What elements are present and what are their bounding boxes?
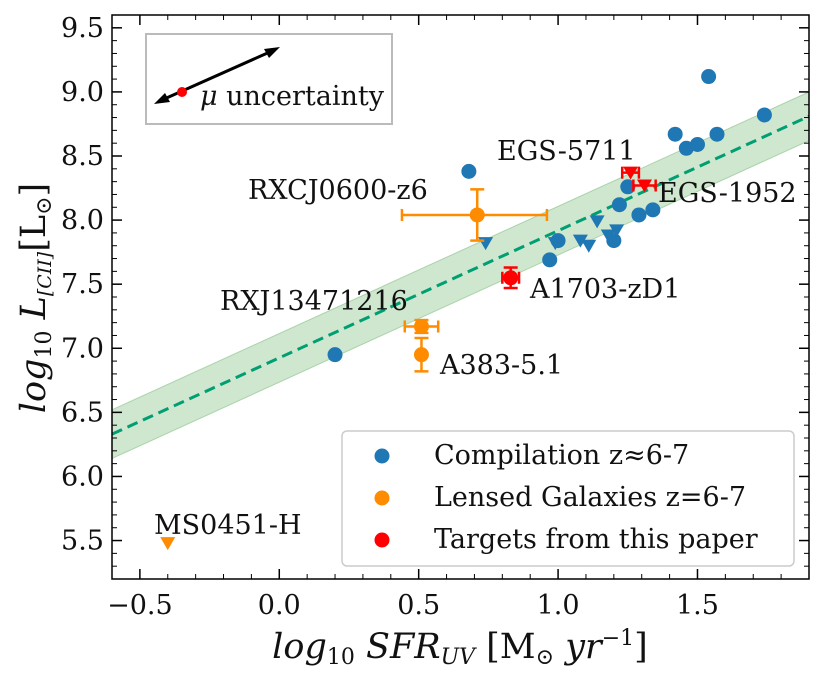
label-a1703-zd1: A1703-zD1: [529, 274, 680, 305]
upper-limit-point: [600, 229, 616, 243]
data-point: [667, 126, 683, 142]
inset-mu-symbol: μ: [200, 81, 218, 112]
x-tick-label: 1.0: [537, 590, 580, 621]
fit-line: [112, 114, 809, 436]
legend-label-targets: Targets from this paper: [434, 524, 758, 555]
y-tick-label: 9.5: [61, 13, 104, 44]
upper-limit-point: [572, 234, 588, 248]
data-point: [631, 207, 647, 223]
data-point: [413, 318, 429, 334]
data-point: [709, 126, 725, 142]
x-tick-label: 0.5: [397, 590, 440, 621]
data-point: [756, 107, 772, 123]
x-axis-title: log10 SFRUV [M⊙ yr−1]: [272, 626, 648, 670]
legend-label-compilation: Compilation z≈6-7: [434, 440, 689, 471]
x-tick-label: 1.5: [676, 590, 719, 621]
data-point: [542, 252, 558, 268]
data-point: [327, 347, 343, 363]
upper-limit-point: [589, 215, 605, 229]
x-tick-label: −0.5: [107, 590, 173, 621]
legend-marker-targets: [374, 532, 390, 548]
legend-box: [341, 430, 795, 567]
inset-label: μ uncertainty: [200, 81, 385, 112]
data-point: [611, 197, 627, 213]
inset-center-dot: [177, 87, 187, 97]
upper-limit-point: [637, 179, 653, 193]
y-tick-label: 8.5: [61, 141, 104, 172]
upper-limit-point: [581, 239, 597, 253]
y-tick-label: 9.0: [61, 77, 104, 108]
plot-frame: [111, 14, 810, 580]
y-tick-label: 6.0: [61, 461, 104, 492]
data-point: [503, 270, 519, 286]
upper-limit-point: [609, 224, 625, 238]
mu-uncertainty-inset: μ uncertainty: [145, 33, 393, 125]
upper-limit-point: [160, 537, 176, 551]
label-rxcj0600-z6: RXCJ0600-z6: [248, 175, 428, 206]
arrow-head-up-icon: [264, 47, 280, 58]
data-point: [413, 347, 429, 363]
y-axis-title: log10 L[CII][L⊙]: [14, 183, 57, 413]
arrow-head-down-icon: [154, 93, 170, 104]
y-tick-label: 7.0: [61, 333, 104, 364]
legend-marker-compilation: [374, 448, 390, 464]
y-tick-label: 6.5: [61, 397, 104, 428]
y-tick-label: 8.0: [61, 205, 104, 236]
legend-marker-lensed: [374, 490, 390, 506]
label-egs-5711: EGS-5711: [497, 136, 636, 167]
y-tick-label: 7.5: [61, 269, 104, 300]
data-point: [645, 202, 661, 218]
data-point: [620, 179, 636, 195]
upper-limit-point: [623, 166, 639, 180]
x-tick-label: 0.0: [258, 590, 301, 621]
label-ms0451-h: MS0451-H: [154, 510, 302, 541]
label-rxj13471216: RXJ13471216: [220, 286, 408, 317]
label-egs-1952: EGS-1952: [658, 178, 797, 209]
data-point: [461, 163, 477, 179]
inset-label-text: uncertainty: [218, 81, 385, 112]
y-tick-label: 5.5: [61, 526, 104, 557]
label-a383-5-1: A383-5.1: [439, 350, 563, 381]
upper-limit-point: [547, 237, 563, 251]
legend-label-lensed: Lensed Galaxies z=6-7: [434, 482, 746, 513]
legend: Compilation z≈6-7 Lensed Galaxies z=6-7 …: [341, 430, 795, 567]
data-point: [689, 136, 705, 152]
data-point: [469, 207, 485, 223]
data-point: [701, 69, 717, 85]
